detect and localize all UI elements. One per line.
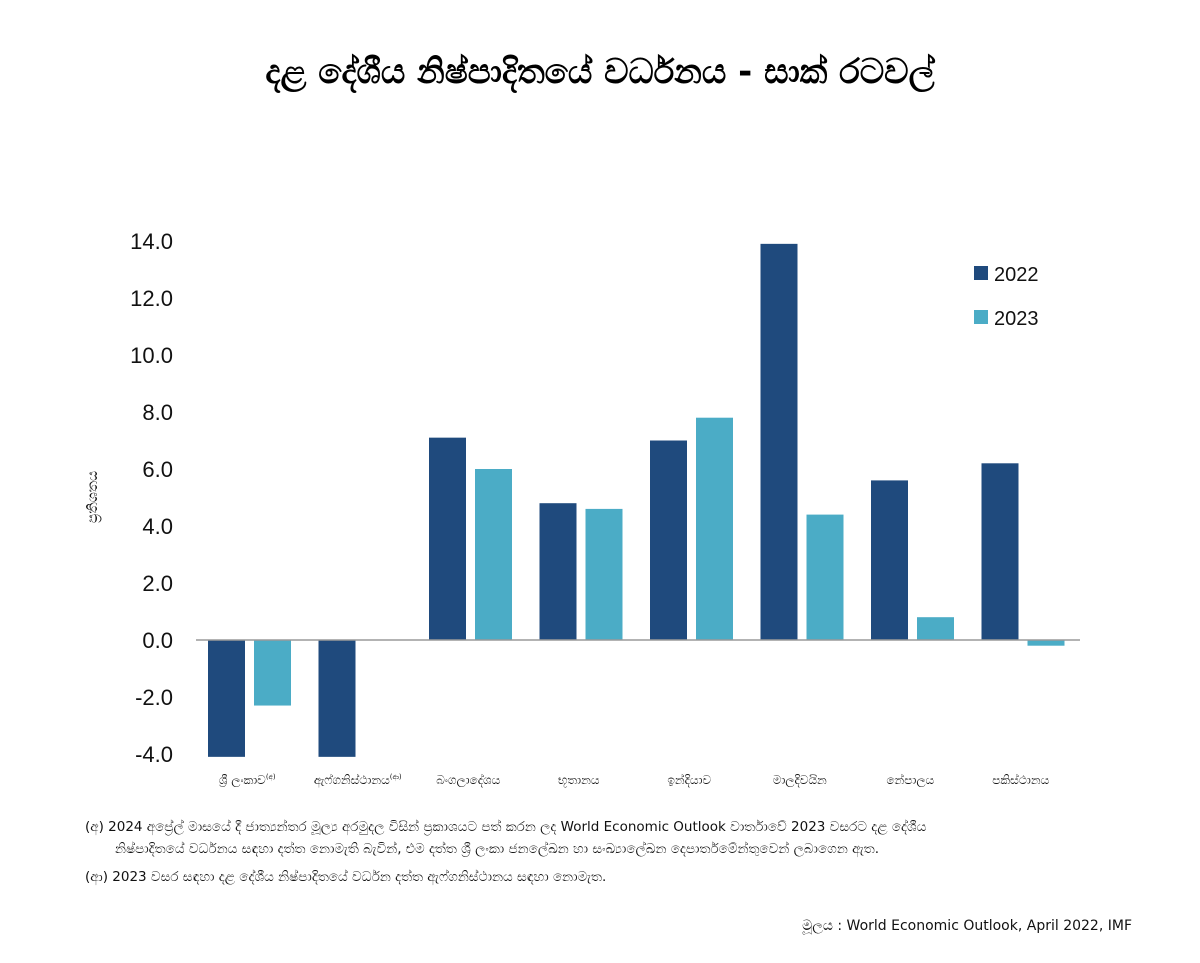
legend-label-2023: 2023 — [994, 308, 1039, 330]
x-category-label: ඇෆ්ගනිස්ථානය(ආ) — [314, 773, 402, 788]
y-tick-label: 12.0 — [130, 286, 173, 311]
bar-2022-7 — [981, 463, 1019, 640]
y-tick-label: 6.0 — [142, 457, 173, 482]
legend-label-2022: 2022 — [994, 264, 1039, 286]
legend-swatch-2022 — [974, 266, 988, 280]
bar-2022-3 — [539, 503, 577, 640]
bar-2023-5 — [806, 514, 844, 640]
bar-2023-4 — [696, 417, 733, 640]
y-tick-label: 10.0 — [130, 343, 173, 368]
bar-2022-0 — [208, 640, 245, 757]
x-category-label: ඉන්දියාව — [667, 773, 711, 787]
bar-2023-6 — [917, 617, 954, 640]
footnote-b: (ආ) 2023 වසර සඳහා දළ දේශීය නිෂ්පාදිතයේ ව… — [85, 869, 607, 885]
y-tick-label: 4.0 — [142, 514, 173, 539]
bar-2022-4 — [650, 440, 687, 640]
bar-2022-5 — [760, 243, 798, 640]
x-axis-labels: ශ්‍රී ලංකාව(අ) ඇෆ්ගනිස්ථානය(ආ) බංගලාදේශය භූ… — [218, 773, 1049, 788]
footnote-a-line1: (අ) 2024 අප්‍රේල් මාසයේ දී ජාත්‍යන්තර මූ… — [85, 819, 927, 835]
bar-2022-6 — [871, 480, 908, 640]
x-category-label: බංගලාදේශය — [436, 773, 500, 788]
x-category-label: පකිස්ථානය — [992, 773, 1049, 787]
x-category-label: ශ්‍රී ලංකාව(අ) — [218, 773, 275, 788]
x-category-label: නේපාලය — [886, 773, 934, 788]
bar-2023-7 — [1027, 640, 1065, 646]
footnote-a-line2: නිෂ්පාදිතයේ වර්ධනය සඳහා දත්ත නොමැති බැවි… — [115, 841, 880, 857]
legend: 2022 2023 — [974, 264, 1039, 330]
bar-2022-2 — [429, 437, 466, 640]
bar-2023-3 — [585, 508, 623, 640]
y-tick-label: 14.0 — [130, 229, 173, 254]
x-category-label: මාලදිවයින — [773, 773, 827, 788]
y-tick-label: -4.0 — [135, 742, 173, 767]
y-tick-label: 2.0 — [142, 571, 173, 596]
y-tick-label: 8.0 — [142, 400, 173, 425]
y-axis-label: ප්‍රතිශතය — [85, 471, 102, 523]
bar-chart: 14.0 12.0 10.0 8.0 6.0 4.0 2.0 0.0 -2.0 -4.0 ශ්‍ර… — [85, 229, 1080, 788]
bar-2023-0 — [254, 640, 291, 706]
bar-2022-1 — [318, 640, 356, 757]
x-category-label: භූතානය — [558, 773, 600, 787]
chart-title: දළ දේශීය නිෂ්පාදිතයේ වර්ධනය - සාක් රටවල් — [265, 52, 935, 92]
bar-2023-2 — [475, 469, 512, 640]
footnotes: (අ) 2024 අප්‍රේල් මාසයේ දී ජාත්‍යන්තර මූ… — [85, 816, 1155, 888]
y-tick-label: 0.0 — [142, 628, 173, 653]
legend-swatch-2023 — [974, 310, 988, 324]
bars — [208, 243, 1065, 757]
y-tick-label: -2.0 — [135, 685, 173, 710]
source-note: මූලය : World Economic Outlook, April 202… — [802, 918, 1132, 934]
y-axis-ticks: 14.0 12.0 10.0 8.0 6.0 4.0 2.0 0.0 -2.0 -4.0 — [130, 229, 173, 767]
